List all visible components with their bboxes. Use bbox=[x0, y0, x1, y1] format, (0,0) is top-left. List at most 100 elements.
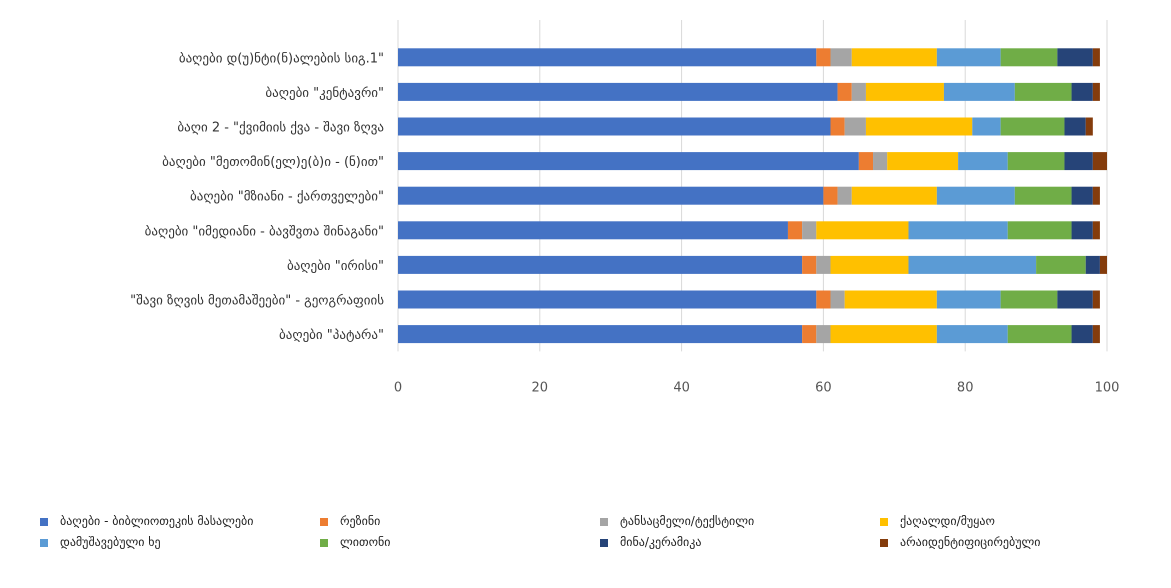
bar-segment bbox=[816, 48, 831, 67]
legend-item: რეზინი bbox=[320, 514, 600, 529]
bar-segment bbox=[1071, 221, 1093, 240]
x-tick-label: 100 bbox=[1095, 380, 1120, 395]
bar-segment bbox=[398, 221, 788, 240]
bar-segment bbox=[1000, 117, 1065, 136]
bar-segment bbox=[823, 186, 838, 205]
bar-segment bbox=[816, 290, 831, 309]
bar-segment bbox=[837, 82, 852, 101]
bar-segment bbox=[837, 186, 852, 205]
legend-label: დამუშავებული ხე bbox=[60, 535, 161, 549]
bar-segment bbox=[844, 117, 866, 136]
bar-segment bbox=[887, 152, 959, 171]
bar-segment bbox=[943, 82, 1015, 101]
bar-segment bbox=[1092, 325, 1100, 344]
bar-segment bbox=[851, 82, 866, 101]
legend-label: ქაღალდი/მუყაო bbox=[900, 514, 995, 528]
bar-segment bbox=[1099, 255, 1107, 274]
legend-swatch bbox=[600, 518, 608, 526]
legend-swatch bbox=[320, 518, 328, 526]
bar-segment bbox=[802, 325, 817, 344]
category-label: ბაღები "იმედიანი - ბავშვთა შინაგანი" bbox=[145, 224, 384, 239]
bar-segment bbox=[398, 117, 831, 136]
bar-segment bbox=[398, 255, 803, 274]
category-label: ბაღები "მზიანი - ქართველები" bbox=[190, 190, 384, 205]
bar-segment bbox=[398, 290, 817, 309]
legend-item: არაიდენტიფიცირებული bbox=[880, 535, 1160, 550]
category-label: ბაღი 2 - "ქვიმიის ქვა - შავი ზღვა bbox=[177, 121, 384, 136]
legend-swatch bbox=[880, 518, 888, 526]
bar-segment bbox=[1085, 255, 1100, 274]
bar-segment bbox=[787, 221, 803, 240]
bar-segment bbox=[1007, 152, 1065, 171]
legend-item: დამუშავებული ხე bbox=[40, 535, 320, 550]
category-label: ბაღები "ირისი" bbox=[287, 259, 384, 274]
bar-segment bbox=[936, 290, 1001, 309]
category-label: ბაღები "მეთომინ(ელ)ე(ბ)ი - (ნ)ით" bbox=[162, 155, 384, 170]
bar-segment bbox=[1000, 48, 1058, 67]
bar-segment bbox=[1071, 325, 1093, 344]
legend-label: მინა/კერამიკა bbox=[620, 535, 702, 549]
bar-segment bbox=[1085, 117, 1093, 136]
bar-segment bbox=[1000, 290, 1058, 309]
bar-segment bbox=[865, 82, 944, 101]
bar-segment bbox=[1092, 152, 1107, 171]
bar-segment bbox=[816, 325, 831, 344]
x-tick-label: 40 bbox=[673, 380, 690, 395]
bar-segment bbox=[936, 48, 1001, 67]
bar-segment bbox=[936, 325, 1008, 344]
bar-segment bbox=[802, 221, 817, 240]
legend-swatch bbox=[880, 539, 888, 547]
bar-segment bbox=[398, 152, 859, 171]
bar-segment bbox=[873, 152, 888, 171]
bar-segment bbox=[1071, 186, 1093, 205]
legend-label: ბაღები - ბიბლიოთეკის მასალები bbox=[60, 514, 254, 528]
bar-segment bbox=[1092, 186, 1100, 205]
legend-label: რეზინი bbox=[340, 514, 381, 528]
bar-segment bbox=[972, 117, 1001, 136]
bar-segment bbox=[830, 325, 937, 344]
x-tick-label: 0 bbox=[394, 380, 402, 395]
legend-item: მინა/კერამიკა bbox=[600, 535, 880, 550]
bar-segment bbox=[844, 290, 937, 309]
category-label: "შავი ზღვის მეთამაშეები" - გეოგრაფიის bbox=[130, 294, 384, 309]
legend-swatch bbox=[320, 539, 328, 547]
legend-item: ტანსაცმელი/ტექსტილი bbox=[600, 514, 880, 529]
bar-segment bbox=[816, 255, 831, 274]
bar-segment bbox=[1092, 290, 1100, 309]
bar-segment bbox=[802, 255, 817, 274]
bar-segment bbox=[830, 48, 852, 67]
bar-segment bbox=[1092, 221, 1100, 240]
bar-segment bbox=[1092, 82, 1100, 101]
bar-segment bbox=[1007, 221, 1072, 240]
bar-segment bbox=[1014, 186, 1072, 205]
legend-label: არაიდენტიფიცირებული bbox=[900, 535, 1041, 549]
bar-segment bbox=[830, 117, 845, 136]
bar-segment bbox=[1064, 117, 1086, 136]
legend-item: ბაღები - ბიბლიოთეკის მასალები bbox=[40, 514, 320, 529]
legend-swatch bbox=[40, 539, 48, 547]
legend-label: ტანსაცმელი/ტექსტილი bbox=[620, 514, 755, 528]
bar-segment bbox=[865, 117, 973, 136]
x-tick-label: 80 bbox=[957, 380, 974, 395]
legend-item: ქაღალდი/მუყაო bbox=[880, 514, 1160, 529]
bar-segment bbox=[398, 186, 824, 205]
bar-segment bbox=[936, 186, 1015, 205]
bar-segment bbox=[1036, 255, 1086, 274]
bar-segment bbox=[1071, 82, 1093, 101]
bar-segment bbox=[1064, 152, 1093, 171]
bar-segment bbox=[398, 325, 803, 344]
x-tick-label: 60 bbox=[815, 380, 832, 395]
bar-segment bbox=[908, 255, 1037, 274]
bar-segment bbox=[398, 82, 838, 101]
bar-segment bbox=[830, 255, 909, 274]
bar-segment bbox=[816, 221, 909, 240]
bar-segment bbox=[1007, 325, 1072, 344]
category-label: ბაღები "პატარა" bbox=[279, 328, 384, 343]
legend-swatch bbox=[600, 539, 608, 547]
legend-label: ლითონი bbox=[340, 535, 391, 549]
bar-segment bbox=[958, 152, 1008, 171]
legend: ბაღები - ბიბლიოთეკის მასალები რეზინი ტანსა… bbox=[40, 514, 1160, 550]
legend-item: ლითონი bbox=[320, 535, 600, 550]
